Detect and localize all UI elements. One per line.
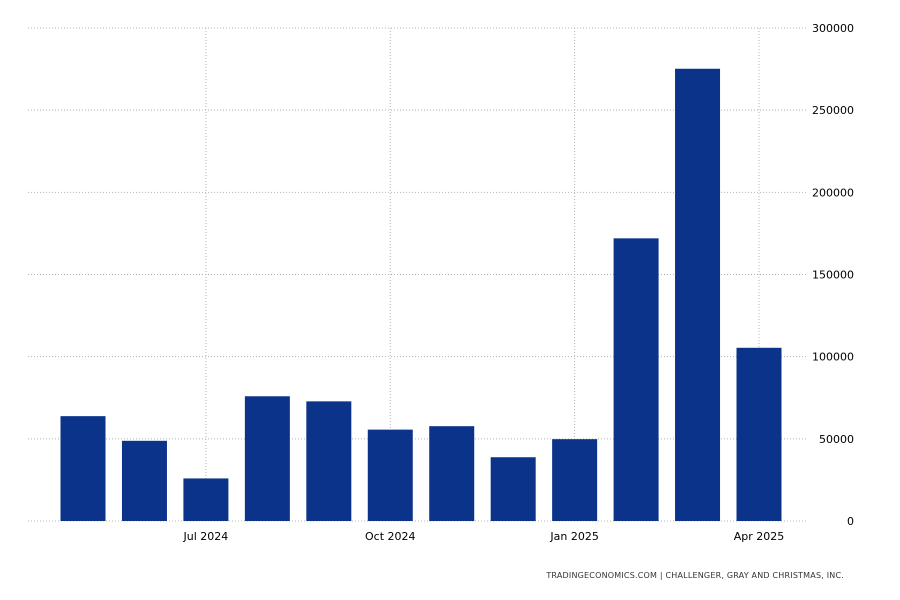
y-tick-label: 200000 bbox=[812, 186, 854, 199]
y-tick-label: 300000 bbox=[812, 22, 854, 35]
bar-jun-2024 bbox=[121, 440, 167, 521]
bar-oct-2024 bbox=[367, 429, 413, 521]
y-tick-label: 100000 bbox=[812, 351, 854, 364]
bar-apr-2025 bbox=[736, 347, 782, 521]
y-axis-ticks: 0 50000 100000 150000 200000 250000 300000 bbox=[812, 22, 854, 528]
bar-jul-2024 bbox=[183, 478, 229, 521]
bar-mar-2025 bbox=[675, 68, 721, 521]
x-tick-label: Jan 2025 bbox=[549, 530, 598, 543]
chart-grid bbox=[28, 27, 808, 522]
y-tick-label: 0 bbox=[847, 515, 854, 528]
bar-dec-2024 bbox=[490, 457, 536, 521]
x-tick-label: Apr 2025 bbox=[734, 530, 785, 543]
x-tick-label: Jul 2024 bbox=[183, 530, 229, 543]
bar-feb-2025 bbox=[613, 238, 659, 521]
y-tick-label: 50000 bbox=[819, 433, 854, 446]
bar-sep-2024 bbox=[306, 401, 352, 521]
bar-may-2024 bbox=[60, 416, 106, 521]
y-tick-label: 150000 bbox=[812, 269, 854, 282]
x-tick-label: Oct 2024 bbox=[365, 530, 416, 543]
bar-nov-2024 bbox=[429, 426, 475, 521]
y-tick-label: 250000 bbox=[812, 104, 854, 117]
bar-aug-2024 bbox=[244, 396, 290, 521]
chart-bars bbox=[60, 68, 782, 521]
x-axis-ticks: Jul 2024 Oct 2024 Jan 2025 Apr 2025 bbox=[183, 530, 785, 543]
bar-jan-2025 bbox=[552, 439, 598, 521]
chart-source-credit: TRADINGECONOMICS.COM | CHALLENGER, GRAY … bbox=[546, 571, 844, 580]
